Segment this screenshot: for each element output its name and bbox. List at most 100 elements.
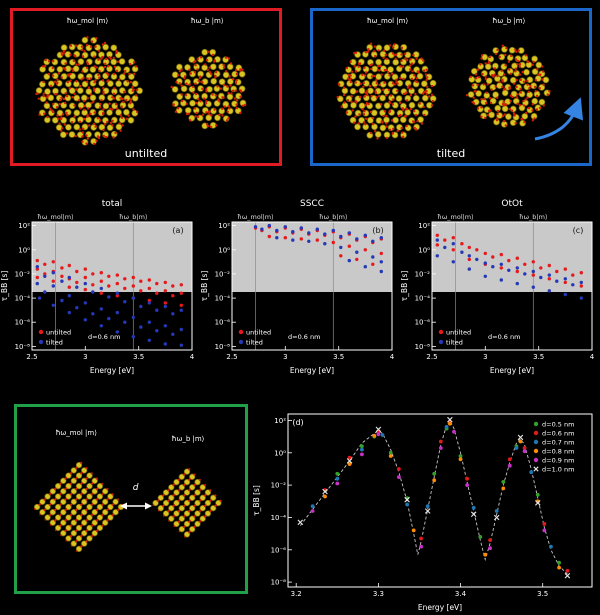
legend-marker — [438, 339, 444, 345]
data-point — [471, 505, 476, 510]
data-point — [155, 308, 159, 312]
data-point — [363, 248, 367, 252]
legend-label: tilted — [46, 339, 63, 347]
data-point — [488, 538, 492, 542]
data-point — [444, 425, 449, 429]
data-point — [43, 274, 47, 278]
x-tick-label: 4 — [590, 353, 595, 361]
x-tick-label: 2.5 — [426, 353, 437, 361]
data-point — [523, 262, 527, 266]
y-tick-label: 10⁻⁴ — [215, 295, 231, 303]
data-point — [467, 267, 471, 271]
distance-arrow-label: d — [132, 483, 139, 493]
data-point — [155, 291, 159, 295]
data-point — [579, 296, 583, 300]
x-tick-label: 4 — [190, 353, 195, 361]
data-point — [115, 281, 120, 286]
data-point — [483, 274, 487, 278]
data-point — [99, 279, 104, 283]
data-point — [376, 432, 381, 437]
data-point — [147, 298, 151, 303]
data-point — [51, 271, 55, 275]
data-point — [523, 272, 527, 276]
mode-label-mol-distance: ħω_mol |m⟩ — [55, 429, 97, 437]
y-tick-label: 10⁻⁴ — [271, 514, 287, 522]
data-point — [163, 301, 167, 305]
data-point — [563, 292, 567, 297]
y-tick-label: 10⁻⁶ — [415, 319, 431, 327]
shaded-region — [32, 222, 192, 292]
data-point — [60, 298, 64, 303]
x-tick-label: 3 — [83, 353, 87, 361]
x-tick-label: 3.5 — [537, 590, 548, 598]
data-point — [432, 471, 437, 476]
data-point — [435, 254, 439, 258]
legend-marker — [238, 329, 244, 335]
data-point — [67, 263, 72, 268]
legend-note: d=0.6 nm — [88, 333, 120, 341]
data-point — [179, 343, 183, 347]
data-point — [131, 275, 135, 280]
legend-marker — [533, 439, 539, 445]
data-point — [563, 277, 567, 281]
caption-tilted: tilted — [436, 147, 466, 160]
x-axis-label: Energy [eV] — [490, 366, 534, 375]
plot-frame — [231, 221, 393, 351]
data-point — [518, 439, 523, 444]
data-point — [99, 286, 104, 291]
y-tick-label: 10⁻⁸ — [15, 343, 31, 351]
data-point — [107, 295, 111, 299]
data-point — [171, 332, 175, 336]
legend-label: d=0.7 nm — [542, 439, 574, 447]
data-point — [131, 315, 135, 320]
x-tick-label: 3.5 — [333, 353, 344, 361]
data-point — [83, 301, 88, 305]
data-point-x — [297, 519, 304, 526]
y-tick-label: 10⁰ — [418, 246, 430, 254]
data-point — [347, 455, 352, 460]
data-point — [460, 242, 464, 246]
data-point — [579, 284, 583, 288]
data-point — [83, 267, 88, 271]
data-point — [283, 236, 287, 240]
data-point — [438, 446, 443, 450]
data-point — [35, 275, 39, 280]
data-point — [483, 251, 487, 256]
data-point — [467, 257, 471, 262]
data-point — [563, 267, 567, 271]
y-tick-label: 10⁰ — [18, 246, 30, 254]
data-point — [253, 225, 258, 229]
data-point — [458, 457, 463, 462]
data-point — [139, 325, 143, 329]
chart-distance-dependence: 3.2 3.3 3.4 3.5 10² 10⁰ 10⁻² 10⁻⁴ 10⁻⁶ 10⁻⁸ Energy… — [252, 400, 598, 613]
untilted-panel: ħω_mol |m⟩ ħω_b |m⟩ untilted — [10, 8, 282, 166]
legend-marker — [533, 457, 539, 463]
mode-energy-label: ħω_b|m⟩ — [319, 213, 347, 221]
mode-label-mol-untilted: ħω_mol |m⟩ — [66, 17, 109, 25]
mode-energy-label: ħω_mol|m⟩ — [37, 213, 73, 221]
data-point — [323, 494, 327, 499]
plot-frame — [431, 221, 593, 351]
data-point — [307, 231, 311, 235]
mode-label-b-untilted: ħω_b |m⟩ — [190, 17, 224, 25]
y-axis-label: τ_BB [s] — [0, 271, 9, 302]
data-point — [488, 546, 492, 551]
data-point-x — [375, 426, 382, 433]
data-point — [531, 269, 535, 274]
legend-marker — [38, 339, 44, 345]
data-point — [571, 273, 575, 277]
data-point — [123, 286, 127, 291]
data-point — [83, 287, 88, 292]
chart-title: SSCC — [300, 199, 324, 209]
y-tick-label: 10² — [274, 417, 286, 425]
data-point-x — [447, 416, 453, 423]
data-point — [339, 254, 343, 258]
data-point — [115, 330, 120, 334]
data-point — [531, 273, 535, 277]
data-point — [515, 256, 519, 260]
data-point — [163, 280, 167, 285]
data-point — [323, 242, 327, 246]
chart-otot: OtOt ħω_mol|m⟩ ħω_b|m⟩ 2.5 3 3.5 4 10² 10⁰ 10⁻² 10… — [400, 196, 600, 376]
data-point — [260, 227, 264, 231]
